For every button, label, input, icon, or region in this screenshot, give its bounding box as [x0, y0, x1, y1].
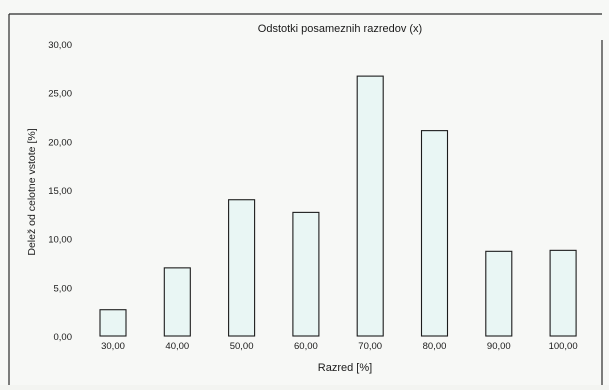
bar-50-00: [228, 199, 256, 337]
y-tick-label: 0,00: [54, 332, 73, 343]
y-tick-label: 10,00: [48, 235, 72, 246]
x-tick-label: 50,00: [230, 341, 254, 352]
chart-title: Odstotki posameznih razredov (x): [258, 23, 422, 35]
bar-70-00: [356, 75, 384, 337]
bar-40-00: [163, 267, 191, 337]
x-axis-label: Razred [%]: [318, 362, 372, 374]
y-tick-label: 25,00: [48, 89, 72, 100]
y-tick-label: 5,00: [54, 283, 73, 294]
x-tick-label: 40,00: [165, 341, 189, 352]
x-tick-labels: 30,00 40,00 50,00 60,00 70,00 80,00 90,00 100,0…: [101, 341, 578, 352]
bar-90-00: [485, 250, 513, 337]
x-tick-label: 70,00: [358, 341, 382, 352]
bar-30-00: [99, 309, 127, 337]
y-tick-label: 15,00: [48, 186, 72, 197]
x-tick-label: 100,00: [549, 341, 578, 352]
bar-100-00: [549, 249, 577, 337]
y-tick-label: 20,00: [48, 137, 72, 148]
y-tick-label: 30,00: [48, 40, 72, 51]
bar-60-00: [292, 211, 320, 337]
y-axis-label: Delež od celotne vstote [%]: [26, 128, 38, 255]
x-tick-label: 60,00: [294, 341, 318, 352]
bar-80-00: [420, 130, 449, 337]
x-tick-label: 30,00: [101, 341, 125, 352]
x-tick-label: 80,00: [423, 341, 447, 352]
bars-group: [99, 75, 577, 337]
x-tick-label: 90,00: [487, 341, 511, 352]
y-tick-labels: 0,00 5,00 10,00 15,00 20,00 25,00 30,00: [48, 40, 72, 343]
